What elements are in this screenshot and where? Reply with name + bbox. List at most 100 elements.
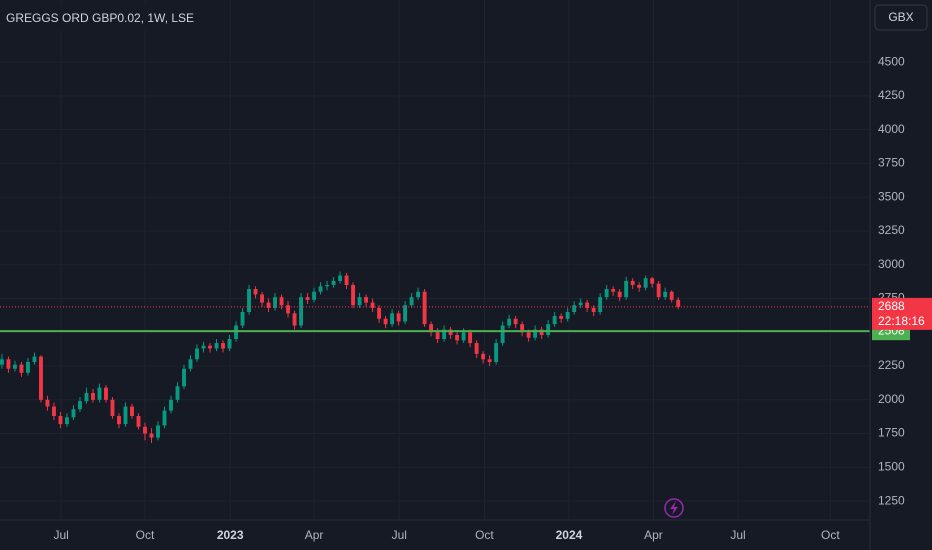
candle-body <box>650 278 655 284</box>
candle-body <box>546 324 551 335</box>
candle-body <box>143 426 147 434</box>
lightning-icon[interactable] <box>664 498 684 518</box>
y-tick-label: 4250 <box>878 88 905 102</box>
candle-body <box>149 433 154 438</box>
candle-body <box>136 416 141 427</box>
x-tick-label: Apr <box>305 528 324 542</box>
candle-body <box>578 302 583 306</box>
candle-body <box>117 416 121 425</box>
candle-body <box>429 324 434 333</box>
candle-body <box>123 406 128 425</box>
x-tick-label: 2024 <box>556 528 583 542</box>
x-tick-label: Jul <box>392 528 407 542</box>
x-tick-label: Jul <box>730 528 745 542</box>
candle-body <box>676 299 681 307</box>
candle-body <box>312 291 317 300</box>
chart-title: GREGGS ORD GBP0.02, 1W, LSE <box>6 11 194 25</box>
candle-body <box>71 409 76 418</box>
candle-body <box>305 297 310 300</box>
y-tick-label: 1250 <box>878 493 905 507</box>
candle-body <box>45 399 50 407</box>
candle-body <box>487 359 492 362</box>
candle-body <box>26 361 30 373</box>
candle-body <box>110 399 115 416</box>
candle-body <box>286 305 290 314</box>
candle-body <box>13 364 17 369</box>
candle-body <box>403 305 408 322</box>
candle-body <box>266 302 271 308</box>
candle-body <box>669 291 674 300</box>
candle-body <box>195 348 199 360</box>
candle-body <box>461 332 466 341</box>
y-tick-label: 4000 <box>878 122 905 136</box>
candle-body <box>351 284 356 306</box>
candle-body <box>19 364 24 373</box>
candle-body <box>520 324 525 333</box>
candle-body <box>299 297 304 326</box>
candle-body <box>526 332 531 338</box>
candle-body <box>175 386 180 400</box>
candle-body <box>455 334 460 341</box>
y-tick-label: 2250 <box>878 358 905 372</box>
candle-body <box>260 294 264 303</box>
candle-body <box>500 325 505 344</box>
candle-body <box>656 283 661 298</box>
candle-body <box>208 345 212 349</box>
x-tick-label: Apr <box>644 528 663 542</box>
candle-body <box>390 313 395 325</box>
candle-body <box>539 329 544 335</box>
candle-body <box>357 297 362 306</box>
candle-body <box>279 297 284 306</box>
candle-body <box>39 356 43 400</box>
candle-body <box>6 359 11 369</box>
candle-body <box>637 284 642 288</box>
candle-body <box>513 318 518 325</box>
candle-body <box>331 280 336 285</box>
currency-button[interactable] <box>874 4 928 31</box>
candle-body <box>318 286 323 292</box>
last-price-label: 2688 <box>878 299 905 313</box>
candle-body <box>130 406 134 416</box>
currency-label[interactable]: GBX <box>888 10 913 24</box>
y-tick-label: 2000 <box>878 392 905 406</box>
candle-body <box>416 291 421 298</box>
candle-body <box>91 393 95 400</box>
candle-body <box>663 291 668 298</box>
candle-body <box>156 425 160 438</box>
candle-body <box>383 318 388 325</box>
candle-body <box>585 302 590 308</box>
candle-body <box>292 313 297 326</box>
candle-body <box>598 297 603 312</box>
candle-body <box>435 332 440 340</box>
candle-body <box>364 297 369 303</box>
candle-body <box>370 302 375 308</box>
candle-body <box>533 329 538 338</box>
candle-body <box>396 313 401 322</box>
x-tick-label: Oct <box>821 528 840 542</box>
candle-body <box>559 316 564 319</box>
candle-body <box>481 353 486 360</box>
candle-body <box>32 356 37 362</box>
candle-body <box>240 312 245 326</box>
candle-body <box>201 345 206 349</box>
candle-body <box>78 401 82 410</box>
candle-body <box>409 297 414 306</box>
candle-body <box>494 343 499 362</box>
candle-body <box>338 275 343 281</box>
candle-body <box>0 359 4 365</box>
x-tick-label: Jul <box>53 528 68 542</box>
candle-body <box>611 289 616 292</box>
candle-body <box>227 339 232 349</box>
candle-body <box>552 316 557 325</box>
plot <box>0 271 870 444</box>
candle-body <box>273 297 277 308</box>
y-tick-label: 3750 <box>878 156 905 170</box>
candle-body <box>253 289 258 295</box>
candle-body <box>442 329 447 340</box>
candle-body <box>468 332 473 344</box>
candle-body <box>221 343 225 349</box>
candle-body <box>630 280 635 285</box>
